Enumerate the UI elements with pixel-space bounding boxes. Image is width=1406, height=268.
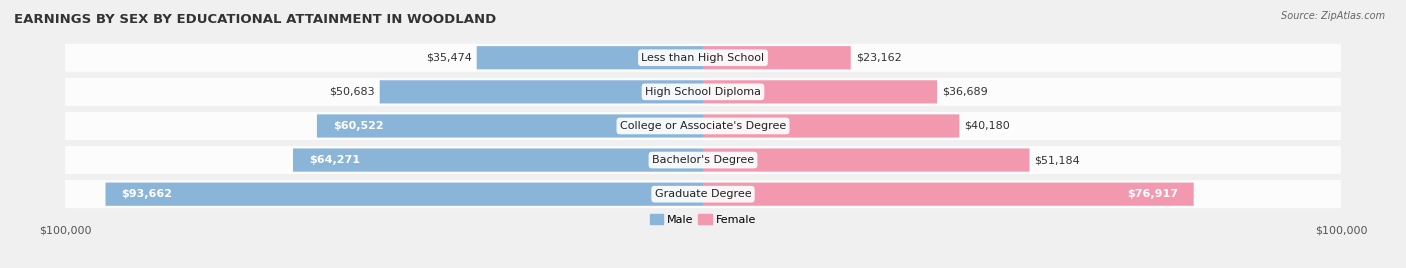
Text: $50,683: $50,683 xyxy=(329,87,374,97)
Text: $93,662: $93,662 xyxy=(121,189,173,199)
Text: $76,917: $76,917 xyxy=(1126,189,1178,199)
FancyBboxPatch shape xyxy=(292,148,703,172)
Text: $35,474: $35,474 xyxy=(426,53,471,63)
FancyBboxPatch shape xyxy=(105,183,703,206)
FancyBboxPatch shape xyxy=(65,112,1341,140)
FancyBboxPatch shape xyxy=(703,80,936,103)
FancyBboxPatch shape xyxy=(477,46,703,69)
FancyBboxPatch shape xyxy=(65,180,1341,208)
FancyBboxPatch shape xyxy=(703,46,851,69)
FancyBboxPatch shape xyxy=(65,146,1341,174)
Text: College or Associate's Degree: College or Associate's Degree xyxy=(620,121,786,131)
Text: $51,184: $51,184 xyxy=(1035,155,1080,165)
FancyBboxPatch shape xyxy=(703,114,959,137)
FancyBboxPatch shape xyxy=(65,44,1341,72)
Text: $40,180: $40,180 xyxy=(965,121,1010,131)
FancyBboxPatch shape xyxy=(703,183,1194,206)
Legend: Male, Female: Male, Female xyxy=(645,210,761,229)
Text: Source: ZipAtlas.com: Source: ZipAtlas.com xyxy=(1281,11,1385,21)
Text: EARNINGS BY SEX BY EDUCATIONAL ATTAINMENT IN WOODLAND: EARNINGS BY SEX BY EDUCATIONAL ATTAINMEN… xyxy=(14,13,496,26)
FancyBboxPatch shape xyxy=(65,78,1341,106)
Text: High School Diploma: High School Diploma xyxy=(645,87,761,97)
Text: Less than High School: Less than High School xyxy=(641,53,765,63)
FancyBboxPatch shape xyxy=(703,148,1029,172)
Text: $64,271: $64,271 xyxy=(309,155,360,165)
Text: Graduate Degree: Graduate Degree xyxy=(655,189,751,199)
FancyBboxPatch shape xyxy=(380,80,703,103)
Text: Bachelor's Degree: Bachelor's Degree xyxy=(652,155,754,165)
FancyBboxPatch shape xyxy=(316,114,703,137)
Text: $36,689: $36,689 xyxy=(942,87,988,97)
Text: $23,162: $23,162 xyxy=(856,53,901,63)
Text: $60,522: $60,522 xyxy=(333,121,384,131)
